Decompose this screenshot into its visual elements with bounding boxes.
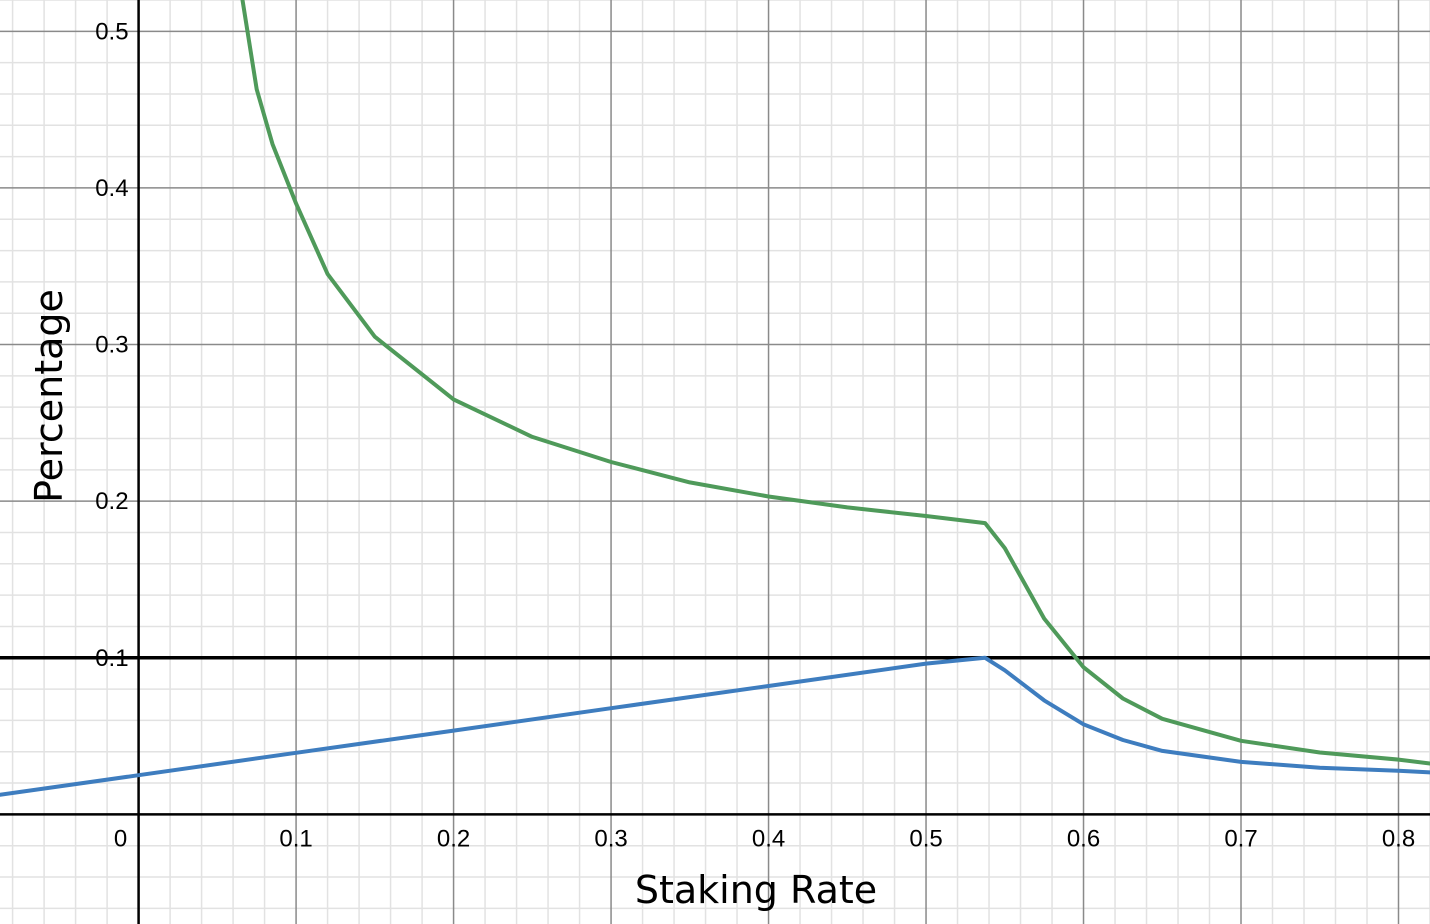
y-tick-label: 0.2 [95,488,128,515]
tick-labels: 0 0.1 0.2 0.3 0.4 0.5 0.6 0.7 0.8 0.1 0.2 0.3 0.4 0.5 [95,18,1415,852]
x-tick-label: 0.4 [752,825,785,852]
x-tick-label: 0.6 [1067,825,1100,852]
y-tick-label: 0.1 [95,645,128,672]
y-axis-title: Percentage [27,289,71,503]
x-tick-label: 0.7 [1224,825,1257,852]
x-tick-label: 0.1 [279,825,312,852]
x-tick-label: 0.5 [909,825,942,852]
y-tick-label: 0.5 [95,18,128,45]
x-axis-title: Staking Rate [635,868,877,912]
series-line-2 [240,0,1430,766]
y-tick-label: 0.4 [95,175,128,202]
x-tick-label: 0.8 [1382,825,1415,852]
x-tick-label: 0.2 [437,825,470,852]
series-layer [0,0,1430,797]
series-line-1 [0,655,1430,797]
x-tick-label: 0 [114,825,127,852]
x-tick-label: 0.3 [594,825,627,852]
y-tick-label: 0.3 [95,332,128,359]
